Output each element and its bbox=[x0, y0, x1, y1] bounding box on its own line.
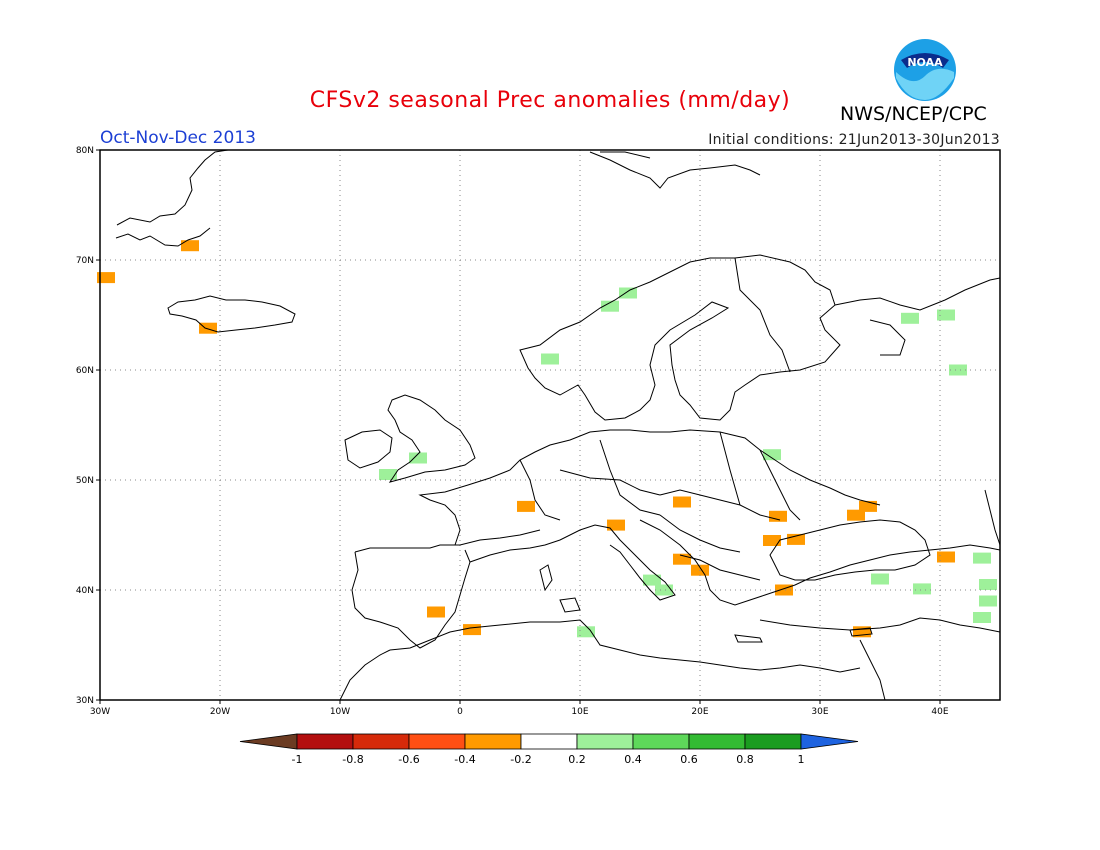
y-tick-label: 40N bbox=[76, 586, 94, 596]
dry-anomaly-cell bbox=[847, 509, 865, 521]
dry-anomaly-cell bbox=[853, 626, 871, 638]
wet-anomaly-cell bbox=[973, 552, 991, 564]
dry-anomaly-cell bbox=[199, 322, 217, 334]
graticule bbox=[100, 150, 1000, 700]
wet-anomaly-cell bbox=[409, 452, 427, 464]
dry-anomaly-cell bbox=[787, 533, 805, 545]
logo-text: NOAA bbox=[907, 56, 943, 69]
x-tick-label: 40E bbox=[931, 707, 948, 717]
x-tick-label: 30E bbox=[811, 707, 828, 717]
dry-anomaly-cell bbox=[463, 624, 481, 636]
wet-anomaly-cell bbox=[577, 626, 595, 638]
wet-anomaly-cell bbox=[979, 595, 997, 607]
y-tick-label: 30N bbox=[76, 696, 94, 706]
x-tick-label: 10E bbox=[571, 707, 588, 717]
dry-anomaly-cell bbox=[181, 240, 199, 252]
dry-anomaly-cell bbox=[769, 510, 787, 522]
x-tick-label: 20E bbox=[691, 707, 708, 717]
wet-anomaly-cell bbox=[763, 449, 781, 461]
dry-anomaly-cell bbox=[607, 519, 625, 531]
x-tick-label: 0 bbox=[457, 707, 463, 717]
wet-anomaly-cell bbox=[619, 287, 637, 299]
noaa-logo: NOAA bbox=[894, 39, 956, 101]
wet-anomaly-cell bbox=[937, 309, 955, 321]
y-tick-label: 60N bbox=[76, 366, 94, 376]
dry-anomaly-cell bbox=[427, 606, 445, 618]
period-label: Oct-Nov-Dec 2013 bbox=[100, 128, 256, 148]
wet-anomaly-cell bbox=[949, 364, 967, 376]
wet-anomaly-cell bbox=[913, 583, 931, 595]
dry-anomaly-cell bbox=[763, 535, 781, 546]
dry-anomaly-cell bbox=[673, 553, 691, 565]
map-title: CFSv2 seasonal Prec anomalies (mm/day) bbox=[309, 88, 791, 113]
wet-anomaly-cell bbox=[901, 312, 919, 324]
dry-anomaly-cell bbox=[673, 496, 691, 508]
dry-anomaly-cell bbox=[775, 584, 793, 596]
y-tick-label: 80N bbox=[76, 146, 94, 156]
wet-anomaly-cell bbox=[541, 353, 559, 365]
dry-anomaly-cell bbox=[859, 500, 877, 512]
x-tick-label: 20W bbox=[210, 707, 230, 717]
wet-anomaly-cell bbox=[643, 574, 661, 586]
x-tick-label: 30W bbox=[90, 707, 110, 717]
y-tick-label: 70N bbox=[76, 256, 94, 266]
wet-anomaly-cell bbox=[871, 573, 889, 585]
map-background bbox=[100, 150, 1000, 700]
wet-anomaly-cell bbox=[979, 579, 997, 590]
dry-anomaly-cell bbox=[937, 551, 955, 563]
organization-label: NWS/NCEP/CPC bbox=[840, 103, 987, 125]
initial-conditions-label: Initial conditions: 21Jun2013-30Jun2013 bbox=[708, 132, 1000, 148]
map-frame bbox=[99, 149, 1001, 701]
anomaly-cells bbox=[97, 240, 997, 638]
wet-anomaly-cell bbox=[655, 584, 673, 596]
dry-anomaly-cell bbox=[97, 272, 115, 284]
wet-anomaly-cell bbox=[601, 300, 619, 312]
y-tick-label: 50N bbox=[76, 476, 94, 486]
wet-anomaly-cell bbox=[379, 469, 397, 480]
x-tick-label: 10W bbox=[330, 707, 350, 717]
axis-ticks: 30W 20W 10W 0 10E 20E 30E 40E 30N 40N 50N 60N 70N 80N bbox=[76, 146, 949, 717]
coastlines bbox=[115, 149, 1001, 701]
wet-anomaly-cell bbox=[973, 612, 991, 623]
dry-anomaly-cell bbox=[517, 500, 535, 512]
